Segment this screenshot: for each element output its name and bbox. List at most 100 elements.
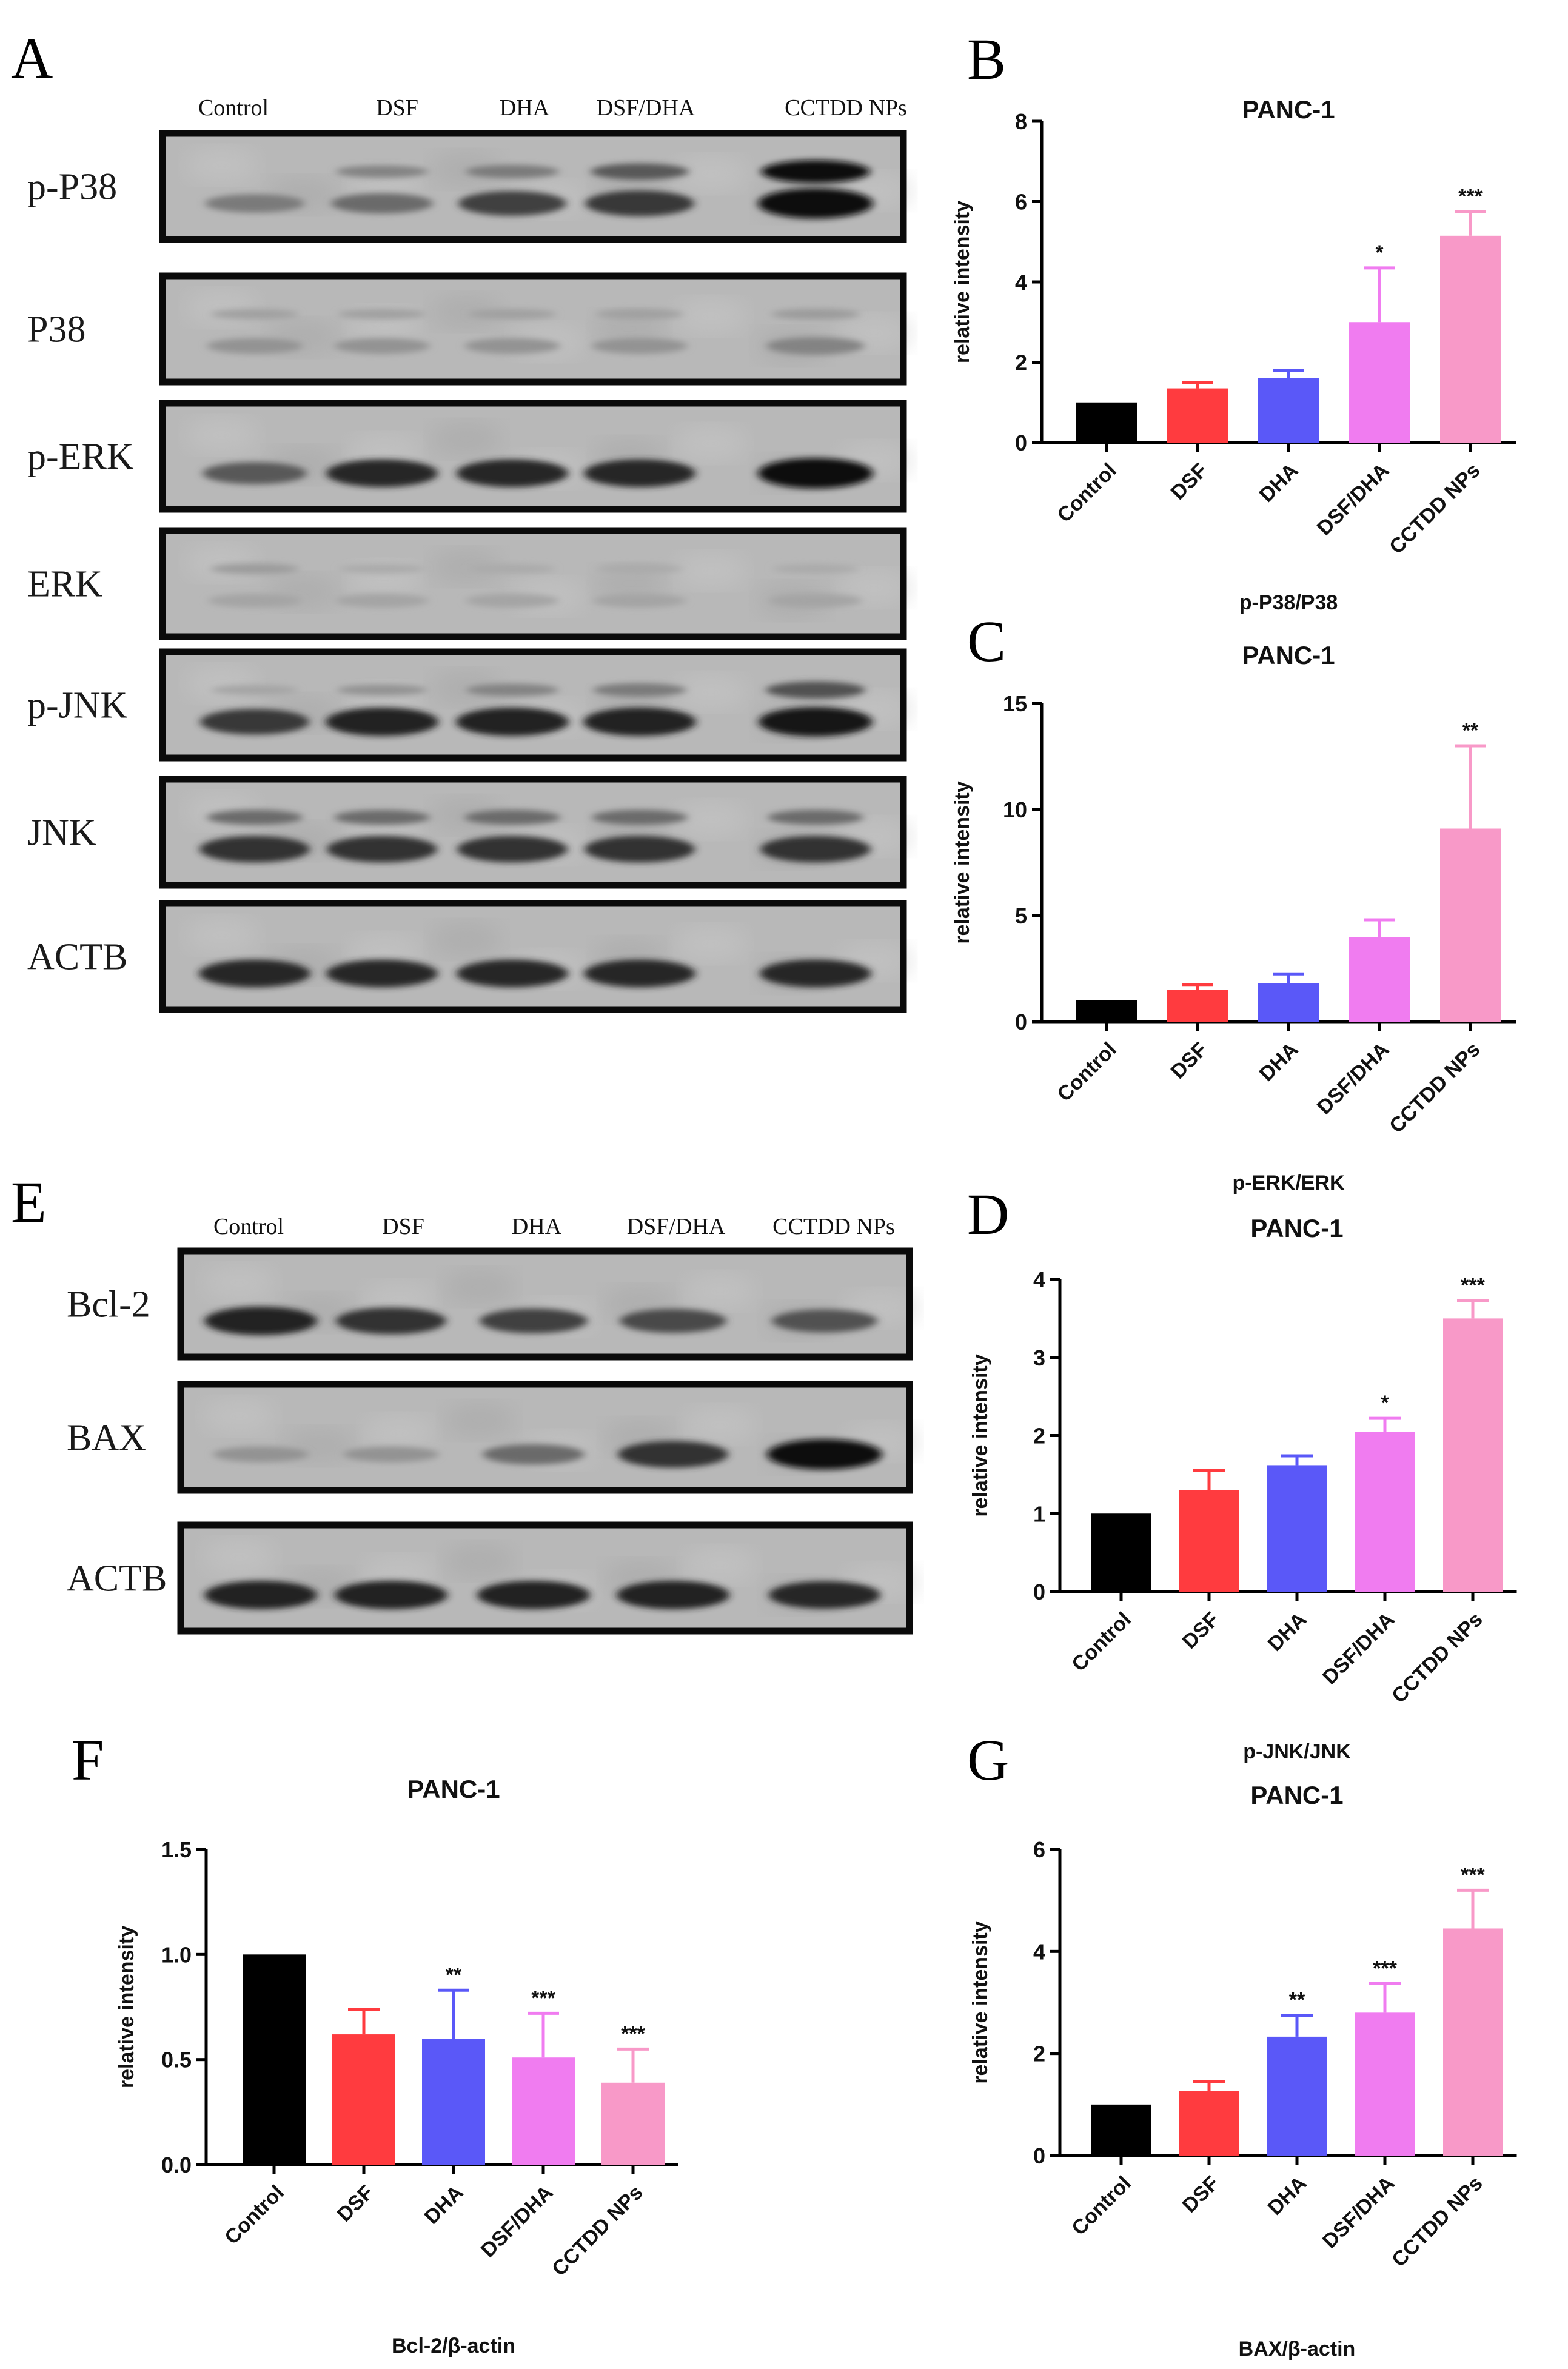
blot-label: p-ERK [27, 437, 134, 478]
blot-texture [674, 298, 748, 335]
panel-letter-A: A [11, 25, 53, 90]
significance-marker: *** [621, 2022, 645, 2045]
blot-band [767, 1439, 882, 1470]
bar-dsf-dha [1355, 1432, 1415, 1592]
blot-band-upper [466, 683, 558, 697]
blot-band [199, 959, 310, 988]
bar-dsf [332, 2034, 395, 2165]
blot-band-upper [592, 809, 688, 825]
blot-texture [185, 147, 258, 184]
y-tick-label: 5 [1015, 903, 1027, 928]
blot-panel-A: A Control DSF DHA DSF/DHA CCTDD NPs p-P38 P38 p-… [11, 25, 911, 1013]
bar-dsf [1167, 990, 1228, 1022]
significance-marker: * [1381, 1392, 1389, 1415]
blot-band [204, 1307, 317, 1335]
band-group [203, 458, 873, 489]
blot-label: ACTB [27, 937, 127, 978]
blot-frame [159, 527, 907, 640]
y-tick-label: 8 [1015, 109, 1027, 134]
band-group [199, 809, 871, 863]
bar-chart-D: D PANC-1 relative intensity 0 1 2 3 4 Control DSF… [967, 1182, 1517, 1763]
y-tick-label: 4 [1015, 270, 1027, 295]
y-tick-label: 0.5 [161, 2048, 192, 2072]
blot-band [769, 1581, 880, 1609]
chart-title: PANC-1 [1242, 95, 1335, 124]
blot-band-upper [210, 563, 299, 574]
blot-band [584, 459, 695, 488]
panel-letter-C: C [967, 609, 1006, 674]
y-tick-label: 4 [1033, 1267, 1045, 1292]
blot-frame [159, 400, 907, 513]
chart-caption: p-P38/P38 [1239, 591, 1338, 614]
blot-band [343, 1446, 439, 1463]
bar-dsf [1179, 1490, 1239, 1592]
blot-texture [443, 1543, 516, 1580]
chart-caption: p-JNK/JNK [1243, 1740, 1351, 1763]
blot-band [457, 459, 568, 488]
blot-band-upper [596, 564, 683, 574]
blot-strip: Bcl-2 [67, 1247, 917, 1361]
x-tick-label: DHA [1255, 459, 1303, 507]
y-tick-label: 15 [1003, 691, 1027, 716]
blot-strip: ACTB [27, 900, 911, 1013]
blot-texture [203, 1538, 276, 1575]
chart-title: PANC-1 [1250, 1781, 1343, 1809]
significance-marker: ** [1462, 719, 1479, 742]
blot-band [592, 338, 688, 354]
blot-band [480, 1308, 588, 1333]
blot-strip: p-P38 [27, 130, 911, 243]
chart-title: PANC-1 [1250, 1214, 1343, 1242]
y-tick-label: 1 [1033, 1501, 1045, 1526]
blot-texture [674, 674, 748, 711]
blot-band [326, 708, 438, 736]
blot-band [464, 338, 560, 354]
y-tick-label: 0.0 [161, 2153, 192, 2177]
blot-texture [203, 1398, 276, 1435]
blot-texture [185, 289, 258, 326]
bar-dha [422, 2039, 485, 2165]
x-tick-label: Control [1067, 1608, 1135, 1676]
y-axis-label: relative intensity [951, 781, 974, 943]
blot-frame [177, 1247, 913, 1361]
blot-band [466, 594, 559, 608]
significance-marker: *** [1458, 185, 1483, 208]
blot-band-upper [766, 681, 865, 699]
bar-cctdd-nps [1440, 828, 1501, 1022]
bar-control [1076, 402, 1137, 443]
significance-marker: *** [531, 1986, 555, 2009]
y-tick-label: 1.0 [161, 1942, 192, 1967]
blot-band [584, 959, 695, 988]
blot-texture [185, 544, 258, 581]
x-tick-label: DSF [1178, 1608, 1224, 1654]
blot-texture [592, 565, 666, 602]
x-tick-label: DHA [420, 2181, 468, 2229]
blot-band [205, 194, 304, 213]
blot-band [618, 1441, 728, 1468]
x-tick-label: DSF/DHA [1313, 1038, 1394, 1119]
blot-band [326, 959, 438, 988]
bar-control [243, 1954, 306, 2165]
chart-caption: p-ERK/ERK [1232, 1171, 1345, 1195]
significance-marker: *** [1461, 1274, 1485, 1297]
bar-control [1076, 1000, 1137, 1022]
y-tick-label: 0 [1033, 2143, 1045, 2168]
blot-band [772, 1309, 877, 1333]
y-tick-label: 0 [1015, 1010, 1027, 1034]
lane-label: DHA [500, 95, 550, 121]
x-tick-label: Control [1053, 459, 1121, 527]
blot-band-upper [772, 564, 859, 574]
blot-label: p-JNK [27, 685, 128, 726]
band-group [204, 1581, 880, 1609]
y-tick-label: 1.5 [161, 1837, 192, 1862]
blot-frame [159, 130, 907, 243]
panel-letter-F: F [72, 1727, 104, 1792]
blot-band [483, 1444, 585, 1465]
blot-label: JNK [27, 813, 96, 854]
blot-label: ERK [27, 564, 102, 605]
y-tick-label: 6 [1033, 1837, 1045, 1862]
panel-letter-E: E [11, 1170, 47, 1235]
blot-band [457, 959, 568, 988]
x-tick-label: CCTDD NPs [1387, 1608, 1487, 1707]
blot-band [199, 836, 310, 863]
bar-control [1091, 1513, 1151, 1592]
